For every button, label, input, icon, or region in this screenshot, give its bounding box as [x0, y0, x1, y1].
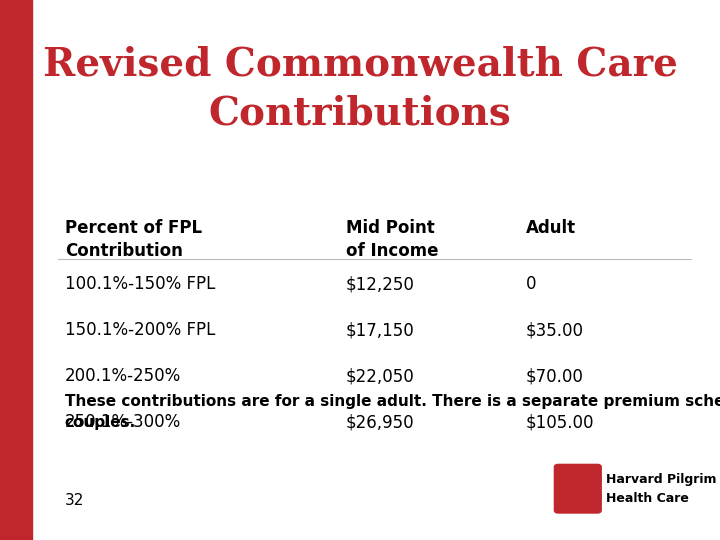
Text: $70.00: $70.00	[526, 367, 583, 385]
Text: +: +	[569, 478, 587, 499]
Text: Adult: Adult	[526, 219, 576, 237]
Text: Harvard Pilgrim: Harvard Pilgrim	[606, 472, 716, 485]
Text: Contributions: Contributions	[209, 94, 511, 132]
Text: 32: 32	[65, 492, 84, 508]
Text: 0: 0	[526, 275, 536, 293]
Text: These contributions are for a single adult. There is a separate premium schedule: These contributions are for a single adu…	[65, 394, 720, 430]
Text: Revised Commonwealth Care: Revised Commonwealth Care	[42, 46, 678, 84]
Text: 100.1%-150% FPL: 100.1%-150% FPL	[65, 275, 215, 293]
Text: Health Care: Health Care	[606, 492, 689, 505]
Text: $22,050: $22,050	[346, 367, 414, 385]
Text: 200.1%-250%: 200.1%-250%	[65, 367, 181, 385]
Text: Percent of FPL
Contribution: Percent of FPL Contribution	[65, 219, 202, 260]
Text: $105.00: $105.00	[526, 413, 594, 431]
Text: $17,150: $17,150	[346, 321, 414, 339]
Text: $35.00: $35.00	[526, 321, 584, 339]
Text: 150.1%-200% FPL: 150.1%-200% FPL	[65, 321, 215, 339]
Text: 250.1%-300%: 250.1%-300%	[65, 413, 181, 431]
Text: $12,250: $12,250	[346, 275, 415, 293]
Text: $26,950: $26,950	[346, 413, 414, 431]
Text: Mid Point
of Income: Mid Point of Income	[346, 219, 438, 260]
